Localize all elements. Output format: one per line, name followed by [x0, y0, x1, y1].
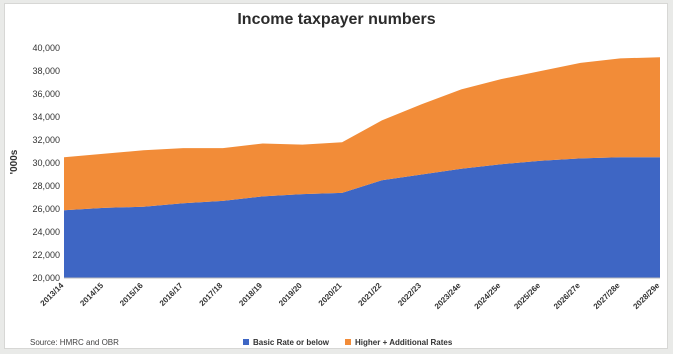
y-tick-label: 40,000: [32, 43, 60, 53]
y-tick-label: 38,000: [32, 66, 60, 76]
legend-swatch-higher-rates: [345, 339, 352, 345]
x-tick-label: 2019/20: [277, 281, 304, 308]
y-tick-label: 36,000: [32, 89, 60, 99]
x-tick-label: 2016/17: [158, 281, 185, 308]
source-note: Source: HMRC and OBR: [30, 338, 119, 347]
x-tick-label: 2015/16: [118, 281, 145, 308]
legend-swatch-basic-rate: [243, 339, 249, 345]
y-tick-label: 20,000: [32, 273, 60, 283]
x-tick-label: 2020/21: [317, 281, 344, 308]
legend-label-higher-rates: Higher + Additional Rates: [355, 337, 453, 347]
legend: Basic Rate or below Higher + Additional …: [243, 336, 452, 348]
y-tick-label: 30,000: [32, 158, 60, 168]
area-series-basic-rate: [64, 157, 660, 278]
y-tick-label: 24,000: [32, 227, 60, 237]
y-tick-label: 22,000: [32, 250, 60, 260]
y-tick-label: 26,000: [32, 204, 60, 214]
area-series-higher-rates: [64, 57, 660, 211]
legend-item-higher-rates: Higher + Additional Rates: [345, 338, 452, 347]
legend-item-basic-rate: Basic Rate or below: [243, 338, 329, 347]
x-tick-label: 2026/27e: [552, 281, 582, 311]
x-tick-label: 2023/24e: [433, 281, 463, 311]
x-tick-label: 2018/19: [237, 281, 264, 308]
x-tick-label: 2013/14: [39, 281, 66, 308]
x-tick-label: 2022/23: [396, 281, 423, 308]
x-tick-label: 2014/15: [78, 281, 105, 308]
x-tick-label: 2017/18: [198, 281, 225, 308]
x-tick-label: 2025/26e: [512, 281, 542, 311]
legend-label-basic-rate: Basic Rate or below: [253, 337, 330, 347]
x-tick-label: 2024/25e: [473, 281, 503, 311]
y-tick-label: 34,000: [32, 112, 60, 122]
x-tick-label: 2021/22: [356, 281, 383, 308]
x-tick-label: 2027/28e: [592, 281, 622, 311]
y-tick-label: 32,000: [32, 135, 60, 145]
chart-title: Income taxpayer numbers: [237, 11, 436, 28]
x-tick-label: 2028/29e: [631, 281, 661, 311]
y-tick-label: 28,000: [32, 181, 60, 191]
